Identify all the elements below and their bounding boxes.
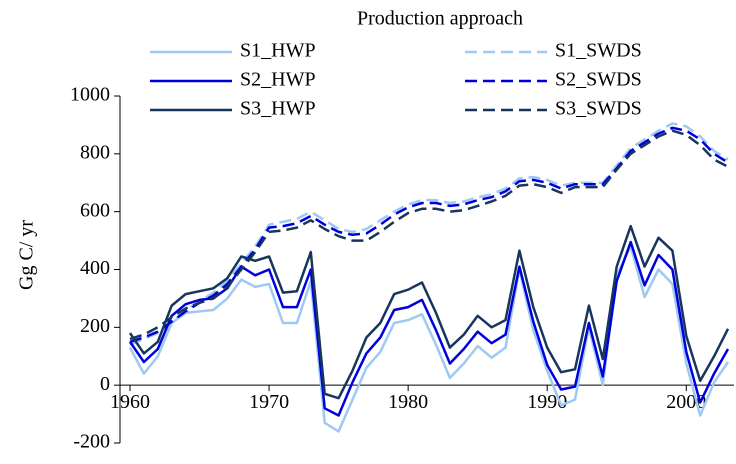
chart-title: Production approach [357, 8, 523, 30]
legend-label: S3_HWP [240, 98, 316, 120]
y-tick-label: 400 [80, 257, 110, 279]
y-tick-label: 200 [80, 315, 110, 337]
series-line [129, 129, 729, 341]
x-tick-label: 1970 [249, 391, 289, 413]
y-tick-label: -200 [73, 431, 110, 453]
series-line [129, 126, 729, 343]
legend-label: S1_SWDS [555, 40, 642, 62]
y-tick-label: 1000 [70, 84, 110, 106]
y-tick-label: 0 [100, 373, 110, 395]
y-tick-label: 600 [80, 199, 110, 221]
legend-label: S3_SWDS [555, 98, 642, 120]
x-tick-label: 1990 [527, 391, 567, 413]
legend-label: S2_SWDS [555, 69, 642, 91]
legend-label: S1_HWP [240, 40, 316, 62]
series-line [129, 122, 729, 346]
x-tick-label: 1980 [388, 391, 428, 413]
y-axis-label: Gg C/ yr [16, 220, 38, 290]
series-line [128, 245, 730, 433]
legend-label: S2_HWP [240, 69, 316, 91]
series-line [128, 224, 730, 400]
y-tick-label: 800 [80, 141, 110, 163]
x-tick-label: 1960 [110, 391, 150, 413]
